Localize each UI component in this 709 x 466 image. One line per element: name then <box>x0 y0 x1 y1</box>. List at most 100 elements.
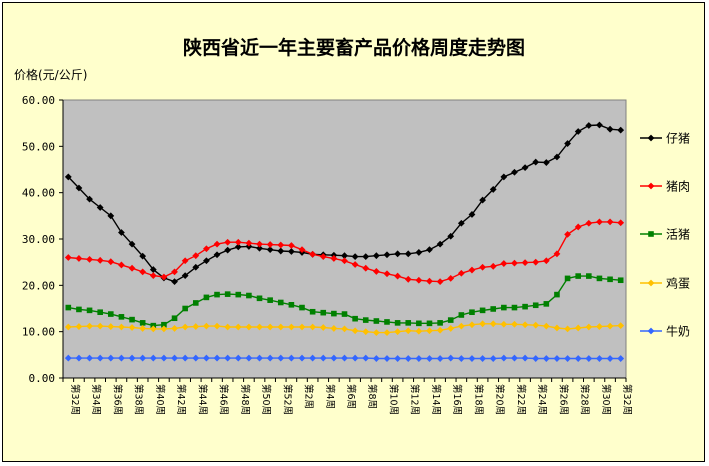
data-point <box>128 264 136 272</box>
data-point <box>373 318 380 324</box>
data-point <box>596 323 603 330</box>
legend-item: 仔猪 <box>640 132 690 146</box>
data-point <box>574 355 582 362</box>
data-point <box>128 240 136 248</box>
data-point <box>479 307 486 314</box>
data-point <box>86 195 93 203</box>
data-point <box>96 204 104 211</box>
data-point <box>521 321 529 329</box>
data-point <box>288 301 295 308</box>
legend-marker <box>647 134 655 142</box>
data-point <box>606 322 614 330</box>
data-point <box>532 302 539 309</box>
data-point <box>394 272 402 280</box>
data-point <box>532 158 540 166</box>
data-point <box>511 320 518 328</box>
x-tick-label: 第48周 <box>239 384 251 415</box>
data-point <box>149 272 157 280</box>
data-point <box>161 321 167 328</box>
data-point <box>287 248 295 255</box>
data-point <box>489 262 497 270</box>
data-point <box>415 249 423 256</box>
data-point <box>574 223 582 231</box>
data-point <box>171 315 178 322</box>
data-point <box>107 212 115 220</box>
legend-label: 仔猪 <box>666 132 690 146</box>
data-point <box>234 323 242 331</box>
x-tick-label: 第28周 <box>579 384 591 415</box>
data-point <box>372 355 380 362</box>
data-point <box>447 317 454 323</box>
data-point <box>224 246 232 254</box>
data-point <box>501 304 507 311</box>
data-point <box>606 125 614 133</box>
legend-marker <box>648 231 654 237</box>
data-point <box>139 325 147 332</box>
data-point <box>468 211 476 218</box>
data-point <box>108 311 114 317</box>
data-point <box>490 306 497 312</box>
data-point <box>351 253 359 261</box>
data-point <box>341 311 348 317</box>
legend-label: 活猪 <box>666 228 690 242</box>
data-point <box>256 240 263 248</box>
data-point <box>75 354 83 362</box>
data-point <box>532 258 540 266</box>
data-point <box>532 321 540 329</box>
data-point <box>457 219 465 227</box>
data-point <box>75 184 83 192</box>
data-point <box>213 240 221 248</box>
data-point <box>457 355 465 362</box>
data-point <box>149 325 157 333</box>
data-point <box>139 268 147 276</box>
data-point <box>234 238 242 246</box>
data-point <box>266 354 274 362</box>
data-point <box>542 159 550 166</box>
data-point <box>309 250 317 258</box>
x-tick-label: 第46周 <box>218 384 230 415</box>
data-point <box>298 323 306 331</box>
data-point <box>404 327 412 335</box>
x-tick-label: 第10周 <box>387 384 399 415</box>
data-point <box>543 301 550 307</box>
data-point <box>224 238 232 246</box>
data-point <box>181 354 189 362</box>
data-point <box>351 354 359 362</box>
data-point <box>341 257 348 265</box>
data-point <box>436 355 444 362</box>
data-point <box>362 264 370 272</box>
data-point <box>553 153 561 161</box>
data-point <box>394 355 402 362</box>
data-point <box>234 243 242 251</box>
data-point <box>330 354 338 362</box>
data-point <box>246 292 252 299</box>
series-4 <box>64 320 625 336</box>
data-point <box>266 241 274 248</box>
data-point <box>596 355 603 362</box>
data-point <box>362 328 370 336</box>
data-point <box>383 270 391 278</box>
x-tick-label: 第24周 <box>536 384 548 415</box>
data-point <box>575 273 581 279</box>
data-point <box>298 354 306 362</box>
data-point <box>585 323 593 331</box>
data-point <box>564 140 571 147</box>
data-point <box>426 327 433 335</box>
data-point <box>585 122 593 129</box>
legend-item: 牛奶 <box>640 324 690 339</box>
data-point <box>415 355 423 362</box>
data-point <box>479 263 486 271</box>
data-point <box>224 323 232 331</box>
data-point <box>245 354 253 362</box>
x-tick-label: 第36周 <box>111 384 123 415</box>
data-point <box>128 324 136 331</box>
data-point <box>235 291 242 298</box>
data-point <box>394 250 402 258</box>
data-point <box>521 354 529 362</box>
data-point <box>542 355 550 362</box>
data-point <box>96 322 104 330</box>
legend-label: 鸡蛋 <box>666 276 690 291</box>
data-point <box>277 299 284 306</box>
data-point <box>426 320 433 327</box>
data-point <box>97 309 103 316</box>
